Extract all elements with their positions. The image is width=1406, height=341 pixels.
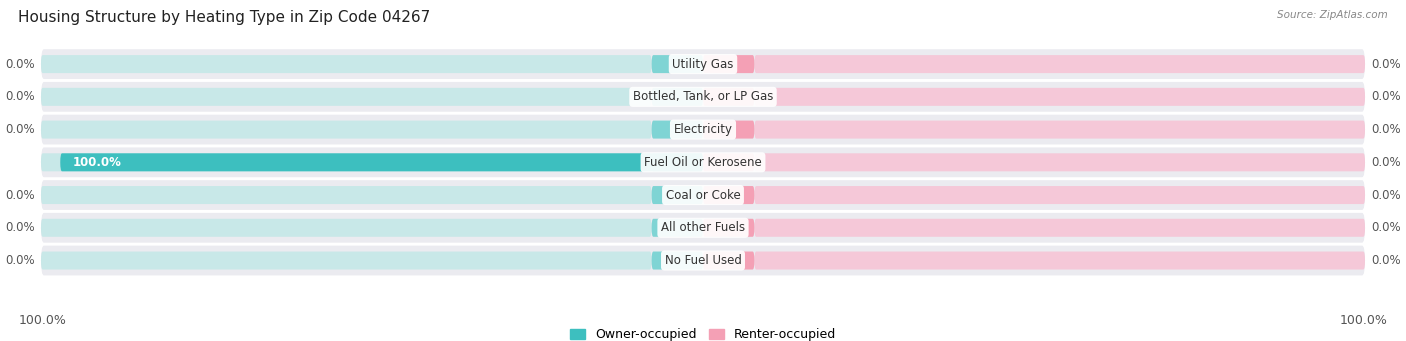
FancyBboxPatch shape: [41, 147, 1365, 177]
Text: 0.0%: 0.0%: [1371, 221, 1400, 234]
FancyBboxPatch shape: [755, 153, 1365, 171]
Text: 0.0%: 0.0%: [1371, 156, 1400, 169]
Text: 0.0%: 0.0%: [6, 189, 35, 202]
FancyBboxPatch shape: [41, 213, 1365, 243]
Text: 0.0%: 0.0%: [6, 90, 35, 103]
Text: All other Fuels: All other Fuels: [661, 221, 745, 234]
FancyBboxPatch shape: [755, 219, 1365, 237]
FancyBboxPatch shape: [651, 252, 703, 269]
FancyBboxPatch shape: [651, 219, 703, 237]
FancyBboxPatch shape: [41, 180, 1365, 210]
FancyBboxPatch shape: [41, 82, 1365, 112]
Text: No Fuel Used: No Fuel Used: [665, 254, 741, 267]
FancyBboxPatch shape: [41, 115, 1365, 145]
FancyBboxPatch shape: [755, 186, 1365, 204]
FancyBboxPatch shape: [41, 55, 651, 73]
FancyBboxPatch shape: [703, 121, 755, 138]
Text: 0.0%: 0.0%: [6, 123, 35, 136]
FancyBboxPatch shape: [703, 55, 755, 73]
Legend: Owner-occupied, Renter-occupied: Owner-occupied, Renter-occupied: [569, 328, 837, 341]
Text: Electricity: Electricity: [673, 123, 733, 136]
FancyBboxPatch shape: [41, 219, 651, 237]
FancyBboxPatch shape: [41, 88, 651, 106]
FancyBboxPatch shape: [703, 186, 755, 204]
FancyBboxPatch shape: [651, 88, 703, 106]
Text: 0.0%: 0.0%: [6, 221, 35, 234]
Text: 0.0%: 0.0%: [1371, 90, 1400, 103]
FancyBboxPatch shape: [651, 153, 703, 171]
FancyBboxPatch shape: [651, 121, 703, 138]
FancyBboxPatch shape: [41, 246, 1365, 276]
Text: Fuel Oil or Kerosene: Fuel Oil or Kerosene: [644, 156, 762, 169]
FancyBboxPatch shape: [41, 49, 1365, 79]
Text: 0.0%: 0.0%: [1371, 254, 1400, 267]
Text: 0.0%: 0.0%: [1371, 189, 1400, 202]
FancyBboxPatch shape: [41, 186, 651, 204]
Text: Housing Structure by Heating Type in Zip Code 04267: Housing Structure by Heating Type in Zip…: [18, 10, 430, 25]
FancyBboxPatch shape: [703, 88, 755, 106]
Text: Coal or Coke: Coal or Coke: [665, 189, 741, 202]
Text: 100.0%: 100.0%: [73, 156, 122, 169]
FancyBboxPatch shape: [703, 219, 755, 237]
FancyBboxPatch shape: [755, 252, 1365, 269]
FancyBboxPatch shape: [60, 153, 703, 171]
Text: 0.0%: 0.0%: [1371, 123, 1400, 136]
FancyBboxPatch shape: [41, 121, 651, 138]
FancyBboxPatch shape: [755, 121, 1365, 138]
Text: 0.0%: 0.0%: [6, 254, 35, 267]
FancyBboxPatch shape: [755, 88, 1365, 106]
Text: 100.0%: 100.0%: [1340, 314, 1388, 327]
FancyBboxPatch shape: [651, 55, 703, 73]
Text: 0.0%: 0.0%: [1371, 58, 1400, 71]
Text: Source: ZipAtlas.com: Source: ZipAtlas.com: [1277, 10, 1388, 20]
Text: 100.0%: 100.0%: [18, 314, 66, 327]
FancyBboxPatch shape: [703, 153, 755, 171]
FancyBboxPatch shape: [755, 55, 1365, 73]
Text: 0.0%: 0.0%: [6, 58, 35, 71]
FancyBboxPatch shape: [41, 252, 651, 269]
FancyBboxPatch shape: [703, 252, 755, 269]
Text: Bottled, Tank, or LP Gas: Bottled, Tank, or LP Gas: [633, 90, 773, 103]
FancyBboxPatch shape: [41, 153, 651, 171]
FancyBboxPatch shape: [651, 186, 703, 204]
Text: Utility Gas: Utility Gas: [672, 58, 734, 71]
